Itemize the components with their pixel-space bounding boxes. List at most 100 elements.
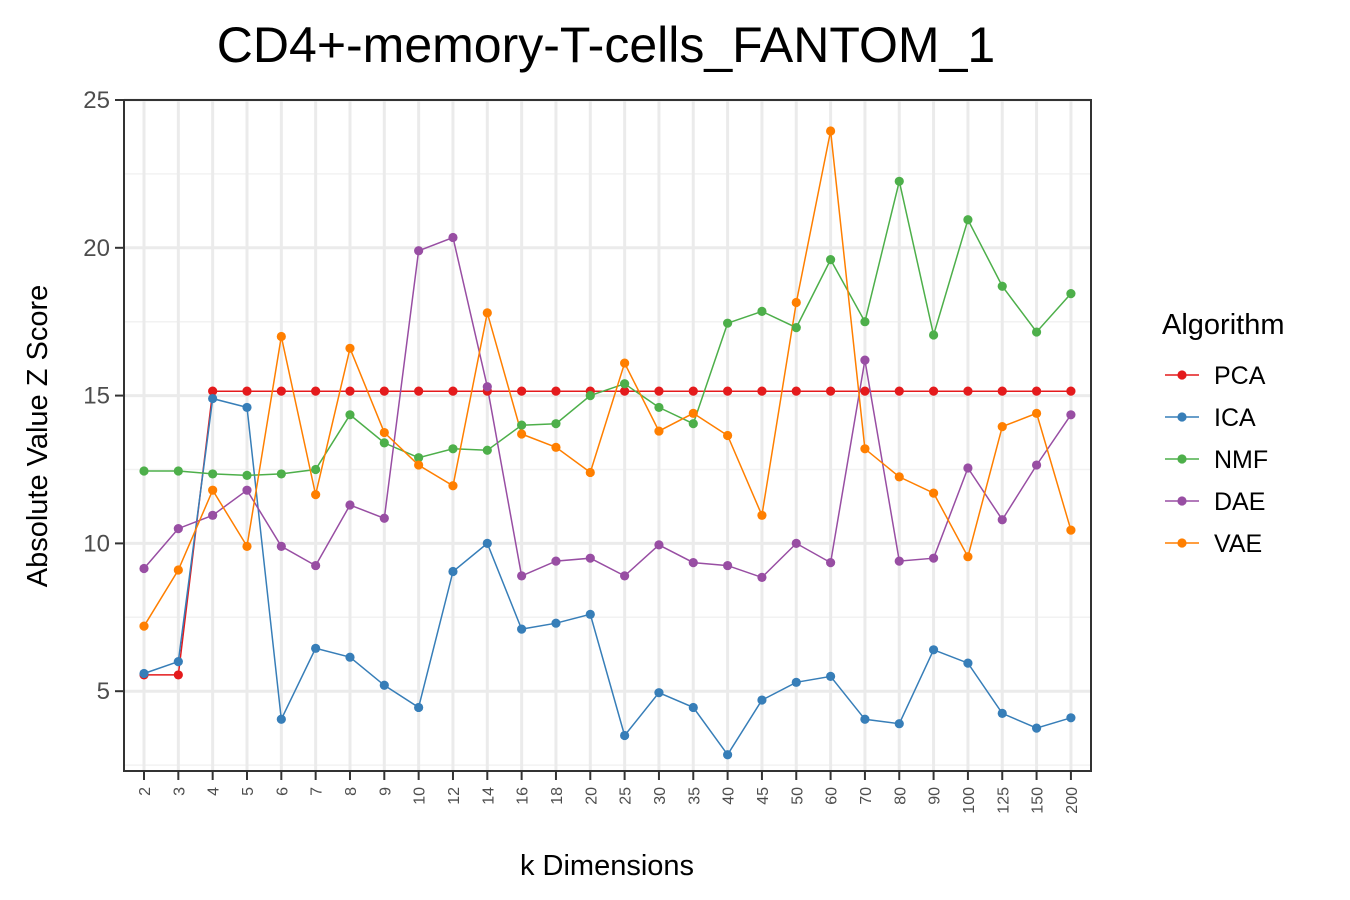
data-point-pca (1066, 386, 1076, 396)
legend-title: Algorithm (1162, 309, 1285, 341)
x-tick-label: 150 (1030, 787, 1047, 814)
x-tick-label: 2 (137, 787, 154, 796)
data-point-pca (963, 386, 973, 396)
data-point-ica (963, 658, 973, 668)
data-point-vae (997, 422, 1007, 432)
data-point-dae (551, 556, 561, 566)
data-point-vae (242, 541, 252, 551)
legend-key-point (1177, 538, 1187, 548)
data-point-dae (1066, 410, 1076, 420)
data-point-dae (379, 513, 389, 523)
data-point-dae (345, 500, 355, 510)
data-point-ica (482, 538, 492, 548)
data-point-nmf (517, 420, 527, 430)
legend-item-vae: VAE (1165, 530, 1262, 558)
chart-title: CD4+-memory-T-cells_FANTOM_1 (217, 17, 995, 73)
grid-major (124, 98, 1091, 771)
data-point-pca (517, 386, 527, 396)
data-point-nmf (311, 464, 321, 475)
data-point-pca (173, 670, 183, 680)
data-point-vae (139, 621, 149, 631)
data-point-pca (1031, 386, 1042, 396)
data-point-pca (276, 386, 286, 396)
y-tick-label: 25 (83, 87, 110, 114)
x-tick-label: 7 (309, 787, 326, 796)
data-point-dae (1031, 460, 1042, 470)
data-point-dae (276, 541, 286, 551)
data-point-dae (826, 558, 836, 568)
data-point-dae (860, 355, 870, 365)
x-axis: 2 3 4 5 6 7 8 9 10 12 14 16 18 20 25 30 35 40 45 50 60 70 80 90… (137, 771, 1081, 814)
data-point-ica (757, 695, 767, 705)
x-tick-label: 125 (995, 787, 1012, 814)
data-point-nmf (894, 176, 904, 186)
data-point-vae (311, 490, 321, 500)
data-point-dae (448, 232, 458, 243)
x-tick-label: 40 (721, 787, 738, 805)
series-line-vae (143, 130, 1072, 627)
data-point-ica (791, 677, 801, 687)
data-point-nmf (139, 466, 149, 476)
data-point-ica (1031, 723, 1042, 733)
series-line-dae (143, 236, 1072, 579)
data-point-dae (688, 558, 698, 568)
x-tick-label: 4 (206, 787, 223, 796)
data-point-pca (311, 386, 321, 396)
data-point-ica (448, 566, 458, 577)
data-point-dae (517, 571, 527, 581)
series-line-pca (144, 390, 1071, 676)
data-point-vae (688, 408, 698, 418)
data-point-dae (791, 538, 801, 548)
data-point-vae (620, 358, 630, 368)
data-point-ica (379, 680, 389, 690)
legend-key-point (1177, 370, 1187, 380)
data-point-dae (173, 524, 183, 534)
data-point-nmf (345, 410, 355, 420)
data-point-vae (963, 552, 973, 562)
data-point-pca (757, 386, 767, 396)
x-tick-label: 20 (583, 787, 600, 805)
data-point-nmf (276, 469, 286, 479)
data-point-nmf (551, 419, 561, 429)
data-point-vae (791, 297, 801, 308)
data-point-nmf (173, 466, 183, 476)
data-point-dae (928, 553, 939, 563)
data-point-vae (517, 429, 527, 439)
y-axis: 5 10 15 20 25 (83, 87, 124, 705)
data-point-pca (894, 386, 904, 396)
x-axis-title: k Dimensions (520, 850, 694, 882)
x-tick-label: 50 (789, 787, 806, 805)
data-point-ica (173, 657, 183, 667)
data-point-vae (551, 442, 561, 452)
x-tick-label: 90 (927, 787, 944, 805)
legend-item-dae: DAE (1165, 488, 1265, 516)
data-point-dae (242, 485, 252, 495)
data-point-ica (139, 668, 149, 679)
legend-key-point (1177, 454, 1187, 464)
data-point-vae (414, 460, 424, 470)
x-tick-label: 35 (686, 787, 703, 805)
data-point-dae (963, 463, 973, 473)
data-point-ica (654, 688, 664, 698)
legend-item-ica: ICA (1165, 404, 1256, 432)
data-point-ica (826, 671, 836, 682)
data-point-dae (620, 571, 630, 581)
data-point-dae (654, 540, 664, 550)
y-tick-label: 20 (83, 235, 110, 262)
data-point-pca (997, 386, 1007, 396)
data-point-vae (860, 444, 870, 454)
data-point-nmf (860, 317, 870, 327)
legend-label: DAE (1214, 488, 1265, 516)
series-points (139, 126, 1076, 760)
x-tick-label: 10 (412, 787, 429, 805)
legend-item-nmf: NMF (1165, 446, 1268, 474)
data-point-pca (654, 386, 664, 396)
data-point-ica (1066, 713, 1076, 723)
data-point-nmf (1066, 289, 1076, 299)
x-tick-label: 70 (858, 787, 875, 805)
data-point-dae (585, 553, 595, 563)
x-tick-label: 80 (892, 787, 909, 805)
data-point-nmf (688, 419, 698, 429)
data-point-dae (723, 560, 733, 571)
